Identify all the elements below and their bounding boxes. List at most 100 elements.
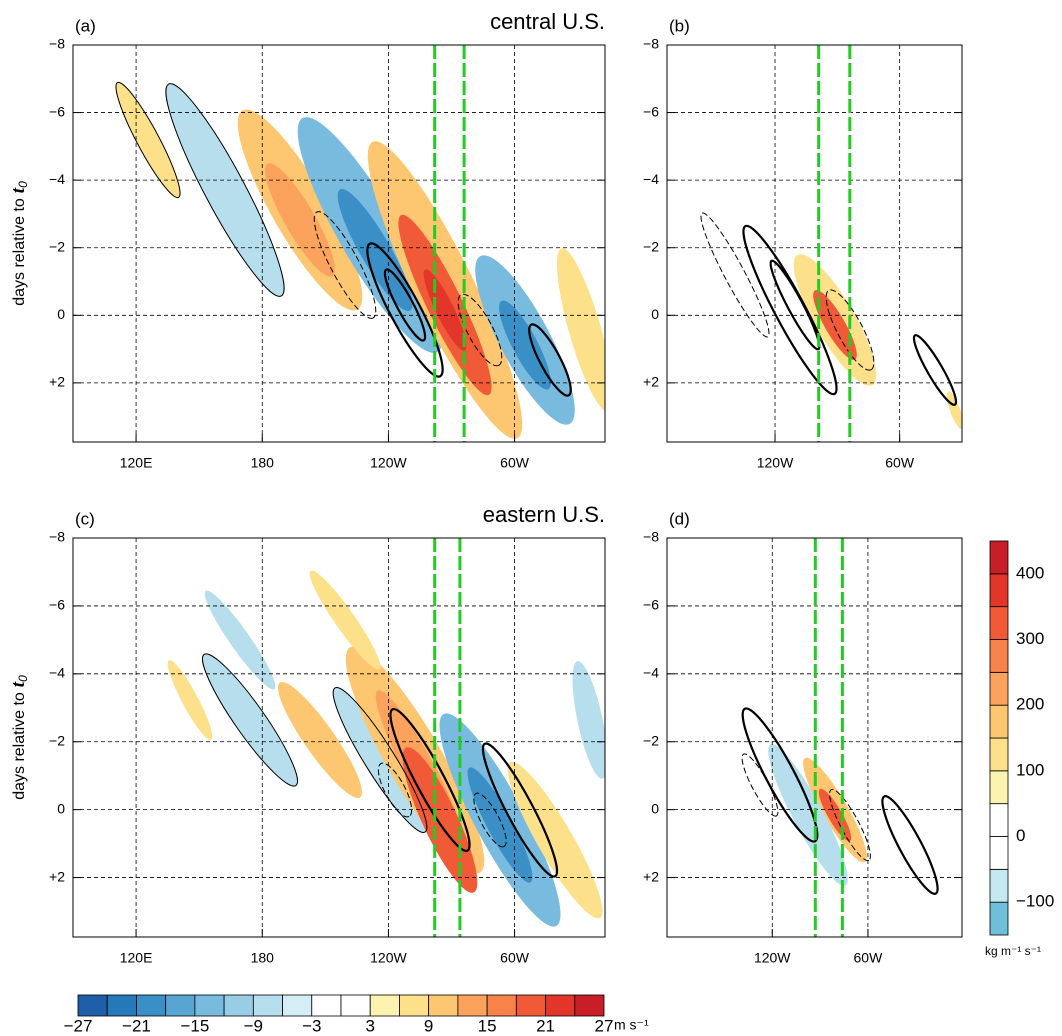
- y-tick-label: −4: [643, 665, 659, 681]
- contour: [313, 211, 377, 319]
- contour: [825, 289, 875, 371]
- contour: [741, 753, 779, 817]
- contour: [473, 792, 507, 848]
- y-tick-label: −2: [643, 238, 659, 254]
- contour: [912, 334, 958, 406]
- contour: [377, 762, 413, 818]
- axes-frame: [72, 44, 606, 443]
- colorbar-cell: [428, 994, 459, 1017]
- colorbar-label: −3: [302, 1016, 321, 1035]
- x-tick-label: 120W: [370, 950, 407, 966]
- contour: [115, 82, 181, 198]
- axes-frame: [666, 537, 963, 938]
- panel-label: (d): [669, 509, 690, 528]
- field: [115, 81, 605, 439]
- colorbar-label: 9: [424, 1016, 433, 1035]
- x-tick-label: 180: [251, 455, 275, 471]
- contour: [333, 687, 427, 833]
- y-label-symbol: t: [8, 681, 29, 687]
- colorbar-label: −21: [122, 1016, 151, 1035]
- colorbar-cell: [545, 994, 576, 1017]
- y-tick-label: +2: [643, 868, 659, 884]
- y-tick-label: 0: [57, 800, 65, 816]
- colorbar-cell: [486, 994, 517, 1017]
- colorbar-label: −15: [180, 1016, 209, 1035]
- colorbar-label: 15: [478, 1016, 497, 1035]
- y-tick-label: −2: [49, 732, 65, 748]
- x-tick-label: 120E: [120, 950, 153, 966]
- contour: [507, 761, 603, 919]
- y-tick-label: −8: [49, 529, 65, 545]
- contour: [457, 293, 503, 367]
- y-tick-label: −8: [49, 36, 65, 52]
- panel-label: (c): [75, 509, 95, 528]
- contour: [278, 682, 362, 798]
- contour: [204, 590, 276, 690]
- contour: [332, 686, 428, 834]
- x-tick-label: 180: [251, 950, 275, 966]
- contour: [700, 212, 770, 338]
- colorbar-cell: [989, 836, 1009, 870]
- colorbar-cell: [989, 737, 1009, 772]
- contour: [481, 742, 559, 878]
- colorbar-label: 300: [1016, 629, 1044, 648]
- colorbar-label: 27: [595, 1016, 614, 1035]
- contour: [881, 795, 939, 895]
- colorbar-cell: [989, 704, 1009, 739]
- contour: [572, 661, 605, 779]
- y-tick-label: −6: [49, 597, 65, 613]
- colorbar-cell: [311, 994, 342, 1017]
- colorbar-cell: [165, 994, 196, 1017]
- y-tick-label: −4: [643, 171, 659, 187]
- panel: 120W 60W −8 −6 −4 −2 0 +2 (b): [643, 16, 963, 471]
- y-label-subscript: 0: [16, 675, 30, 682]
- colorbar-cell: [515, 994, 546, 1017]
- contour: [556, 248, 605, 412]
- contour: [383, 268, 427, 342]
- colorbar-label: −9: [244, 1016, 263, 1035]
- contour: [337, 188, 413, 312]
- colorbar-label: 100: [1016, 760, 1044, 779]
- y-tick-label: +2: [49, 868, 65, 884]
- colorbar-unit: kg m⁻¹ s⁻¹: [985, 944, 1041, 958]
- colorbar-cell: [106, 994, 137, 1017]
- y-label-text: days relative to: [11, 198, 28, 306]
- panel-title: eastern U.S.: [483, 502, 605, 527]
- colorbar-cell: [989, 671, 1009, 706]
- contour: [202, 653, 298, 787]
- colorbar-cell: [989, 639, 1009, 673]
- x-tick-label: 60W: [885, 455, 915, 471]
- contour: [389, 707, 471, 853]
- contour: [309, 570, 381, 670]
- panel-title: central U.S.: [490, 9, 605, 34]
- y-tick-label: −4: [49, 665, 65, 681]
- colorbar-cell: [989, 573, 1009, 608]
- x-tick-label: 120W: [754, 950, 791, 966]
- colorbar-label: 200: [1016, 695, 1044, 714]
- contour: [813, 290, 857, 360]
- contour: [946, 391, 962, 429]
- contour: [829, 788, 871, 862]
- x-tick-label: 120E: [120, 455, 153, 471]
- y-label-subscript: 0: [16, 181, 30, 188]
- y-tick-label: −6: [49, 103, 65, 119]
- colorbar-cell: [77, 994, 108, 1017]
- panel-label: (a): [75, 16, 96, 35]
- y-axis-label: days relative to t0: [8, 181, 30, 306]
- colorbar-cell: [989, 868, 1009, 903]
- colorbar-cell: [340, 994, 371, 1017]
- colorbar-label: −27: [64, 1016, 93, 1035]
- field: [167, 570, 605, 927]
- colorbar-label: 3: [365, 1016, 374, 1035]
- colorbar-label: 21: [536, 1016, 555, 1035]
- y-tick-label: −8: [643, 36, 659, 52]
- x-tick-label: 60W: [500, 950, 530, 966]
- y-tick-label: 0: [651, 306, 659, 322]
- colorbar-cell: [989, 803, 1009, 837]
- colorbar-cell: [282, 994, 313, 1017]
- colorbar-label: −100: [1016, 892, 1054, 911]
- panel-label: (b): [669, 16, 690, 35]
- contour: [265, 163, 335, 277]
- y-axis-label: days relative to t0: [8, 675, 30, 800]
